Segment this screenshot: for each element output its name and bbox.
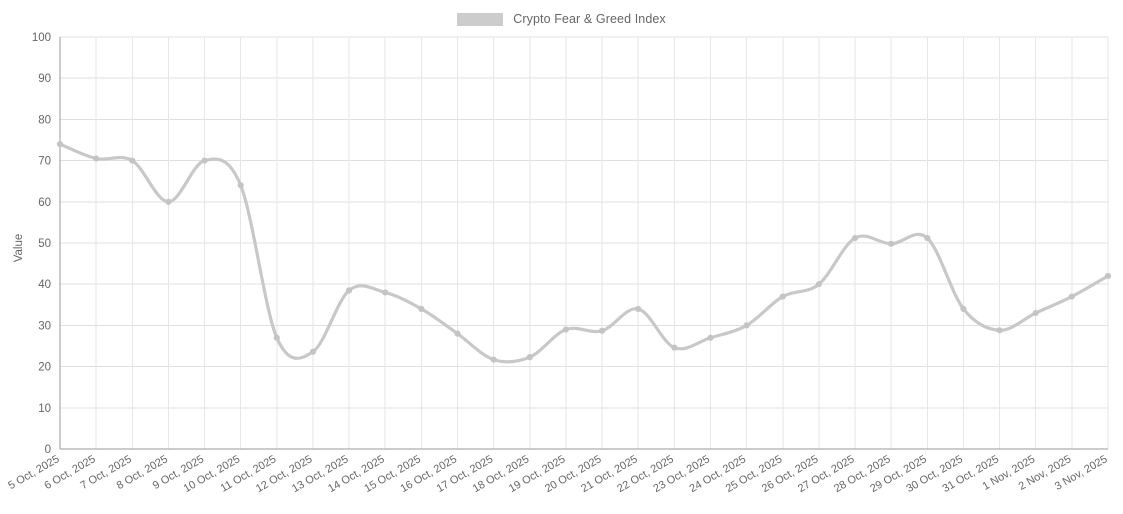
data-point[interactable] <box>165 198 172 205</box>
data-point[interactable] <box>924 234 931 242</box>
y-tick-label: 90 <box>38 73 51 85</box>
y-tick-label: 30 <box>38 320 51 332</box>
y-tick-label: 10 <box>38 403 51 415</box>
data-point[interactable] <box>201 157 208 164</box>
data-point[interactable] <box>1032 309 1039 317</box>
y-tick-label: 100 <box>32 32 51 44</box>
data-point[interactable] <box>1068 293 1075 300</box>
data-point[interactable] <box>346 287 353 294</box>
data-point[interactable] <box>960 305 967 313</box>
data-point[interactable] <box>635 305 642 313</box>
y-tick-label: 60 <box>38 197 51 209</box>
data-point[interactable] <box>490 356 497 363</box>
data-point[interactable] <box>93 155 100 162</box>
data-point[interactable] <box>418 305 425 313</box>
data-point[interactable] <box>996 327 1003 334</box>
y-tick-label: 20 <box>38 362 51 374</box>
data-point[interactable] <box>56 141 64 148</box>
legend-label-crypto-fear-greed-index[interactable]: Crypto Fear & Greed Index <box>513 12 666 26</box>
axis-lines <box>59 37 1108 450</box>
data-point[interactable] <box>707 334 714 341</box>
data-point[interactable] <box>526 354 533 361</box>
series-line-crypto-fear-greed-index <box>58 142 1110 364</box>
data-point[interactable] <box>598 327 606 334</box>
data-point[interactable] <box>851 234 859 242</box>
data-point[interactable] <box>454 330 461 337</box>
data-point[interactable] <box>815 281 822 288</box>
y-tick-label: 0 <box>45 444 51 456</box>
data-point[interactable] <box>888 240 895 247</box>
y-tick-label: 50 <box>38 238 51 250</box>
data-point[interactable] <box>779 293 786 300</box>
y-tick-label: 40 <box>38 279 51 291</box>
chart-legend: Crypto Fear & Greed Index <box>0 12 1123 26</box>
data-point[interactable] <box>1104 272 1112 280</box>
data-point[interactable] <box>743 322 750 329</box>
data-point[interactable] <box>273 334 280 341</box>
data-point[interactable] <box>382 289 389 296</box>
y-tick-label: 70 <box>38 156 51 168</box>
legend-swatch-crypto-fear-greed-index[interactable] <box>457 12 504 26</box>
data-point[interactable] <box>129 157 136 164</box>
data-point[interactable] <box>237 182 244 189</box>
horizontal-gridlines <box>60 36 1108 450</box>
y-axis-title: Value <box>13 234 25 263</box>
series-points-crypto-fear-greed-index <box>56 141 1112 363</box>
data-point[interactable] <box>562 326 570 333</box>
y-tick-label: 80 <box>38 114 51 126</box>
y-axis-tick-labels: 0 10 20 30 40 50 60 70 80 90 100 <box>32 32 51 456</box>
data-point[interactable] <box>309 348 317 355</box>
data-point[interactable] <box>671 344 678 351</box>
